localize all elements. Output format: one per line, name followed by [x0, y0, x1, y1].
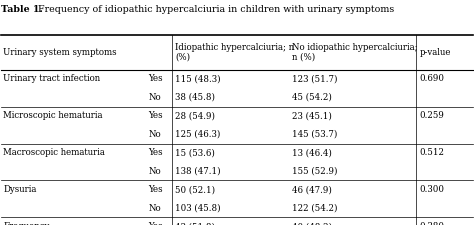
Text: Yes: Yes — [148, 74, 163, 83]
Text: Macroscopic hematuria: Macroscopic hematuria — [3, 148, 105, 157]
Text: 0.300: 0.300 — [419, 185, 445, 194]
Text: 13 (46.4): 13 (46.4) — [292, 148, 331, 157]
Text: Frequency of idiopathic hypercalciuria in children with urinary symptoms: Frequency of idiopathic hypercalciuria i… — [35, 4, 394, 13]
Text: 45 (54.2): 45 (54.2) — [292, 93, 331, 102]
Text: No: No — [148, 130, 161, 139]
Text: Yes: Yes — [148, 222, 163, 225]
Text: No: No — [148, 167, 161, 176]
Text: 0.512: 0.512 — [419, 148, 445, 157]
Text: 46 (47.9): 46 (47.9) — [292, 185, 331, 194]
Text: 155 (52.9): 155 (52.9) — [292, 167, 337, 176]
Text: 115 (48.3): 115 (48.3) — [175, 74, 221, 83]
Text: 15 (53.6): 15 (53.6) — [175, 148, 215, 157]
Text: Urinary system symptoms: Urinary system symptoms — [3, 48, 117, 57]
Text: No: No — [148, 204, 161, 213]
Text: 103 (45.8): 103 (45.8) — [175, 204, 221, 213]
Text: 0.690: 0.690 — [419, 74, 445, 83]
Text: Yes: Yes — [148, 111, 163, 120]
Text: No idiopathic hypercalciuria;
n (%): No idiopathic hypercalciuria; n (%) — [292, 43, 417, 62]
Text: 23 (45.1): 23 (45.1) — [292, 111, 331, 120]
Text: Dysuria: Dysuria — [3, 185, 36, 194]
Text: 38 (45.8): 38 (45.8) — [175, 93, 215, 102]
Text: 0.380: 0.380 — [419, 222, 445, 225]
Text: Urinary tract infection: Urinary tract infection — [3, 74, 100, 83]
Text: Idiopathic hypercalciuria; n
(%): Idiopathic hypercalciuria; n (%) — [175, 43, 294, 62]
Text: Table 1.: Table 1. — [1, 4, 43, 13]
Text: p-value: p-value — [419, 48, 451, 57]
Text: 145 (53.7): 145 (53.7) — [292, 130, 337, 139]
Text: 125 (46.3): 125 (46.3) — [175, 130, 221, 139]
Text: Yes: Yes — [148, 185, 163, 194]
Text: 138 (47.1): 138 (47.1) — [175, 167, 221, 176]
Text: 40 (48.2): 40 (48.2) — [292, 222, 332, 225]
Text: 123 (51.7): 123 (51.7) — [292, 74, 337, 83]
Text: Yes: Yes — [148, 148, 163, 157]
Text: No: No — [148, 93, 161, 102]
Text: 50 (52.1): 50 (52.1) — [175, 185, 216, 194]
Text: 122 (54.2): 122 (54.2) — [292, 204, 337, 213]
Text: Frequency: Frequency — [3, 222, 50, 225]
Text: 0.259: 0.259 — [419, 111, 444, 120]
Text: 43 (51.8): 43 (51.8) — [175, 222, 215, 225]
Text: 28 (54.9): 28 (54.9) — [175, 111, 215, 120]
Text: Microscopic hematuria: Microscopic hematuria — [3, 111, 103, 120]
